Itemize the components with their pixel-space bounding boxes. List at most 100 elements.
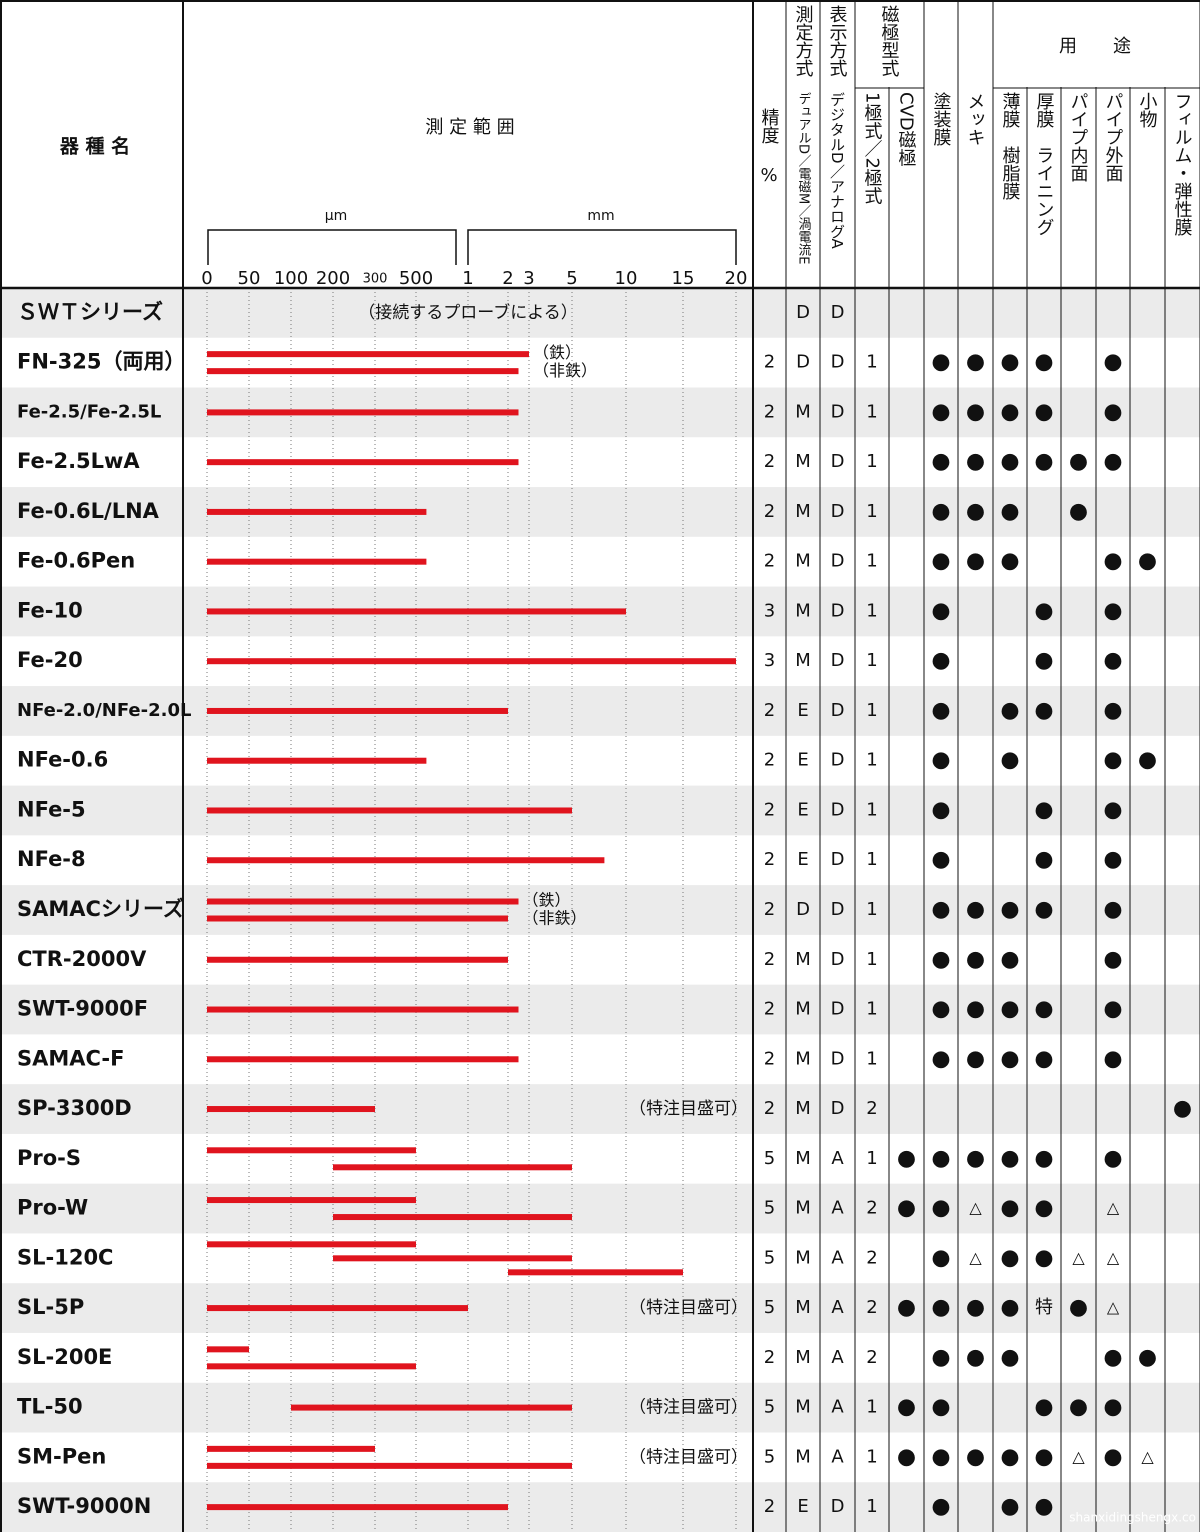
cell: ●: [966, 350, 985, 375]
cell: ●: [966, 1046, 985, 1071]
cell: ●: [1069, 1295, 1088, 1320]
cell: D: [831, 1496, 845, 1517]
cell: 1: [866, 600, 877, 621]
cell: D: [831, 899, 845, 920]
cell: D: [831, 750, 845, 771]
cell: 2: [764, 700, 775, 721]
cell: ●: [1103, 350, 1122, 375]
cell: ●: [1034, 449, 1053, 474]
cell: 2: [866, 1247, 877, 1268]
cell: ●: [1000, 1345, 1019, 1370]
cell: ●: [931, 797, 950, 822]
bar-label: （非鉄）: [523, 909, 587, 928]
cell: 特: [1035, 1297, 1053, 1318]
cell: E: [797, 799, 808, 820]
cell: ●: [1034, 350, 1053, 375]
row-shade: [0, 288, 1200, 338]
cell: M: [795, 650, 811, 671]
cell: ●: [931, 499, 950, 524]
cell: M: [795, 1148, 811, 1169]
cell: M: [795, 401, 811, 422]
cell: D: [831, 650, 845, 671]
model-name: Fe-0.6L/LNA: [17, 499, 160, 523]
cell: 2: [764, 401, 775, 422]
cell: ●: [1000, 350, 1019, 375]
cell: 2: [764, 1347, 775, 1368]
model-name: NFe-5: [17, 797, 86, 821]
range-bar: [207, 1147, 416, 1154]
range-bar: [207, 1056, 519, 1063]
model-name: CTR-2000V: [17, 947, 147, 971]
range-bar: [508, 1269, 683, 1276]
cell: A: [831, 1347, 844, 1368]
cell: ●: [931, 449, 950, 474]
cell: D: [796, 899, 810, 920]
mm-unit: mm: [587, 208, 614, 224]
range-bar: [207, 368, 519, 375]
cell: ●: [931, 350, 950, 375]
range-bar: [207, 1462, 572, 1469]
range-bar: [207, 956, 508, 963]
cell: ●: [966, 1345, 985, 1370]
precision-header: 精度: [759, 108, 780, 144]
cell: ●: [1000, 897, 1019, 922]
watermark: shanxidingshengx.co: [1069, 1511, 1196, 1525]
cell: 5: [764, 1198, 775, 1219]
cell: 3: [764, 600, 775, 621]
cell: 5: [764, 1397, 775, 1418]
cell: ●: [1173, 1096, 1192, 1121]
cell: M: [795, 501, 811, 522]
cell: ●: [1000, 1046, 1019, 1071]
cell: △: [1107, 1198, 1120, 1217]
cell: M: [795, 1198, 811, 1219]
range-bar: [207, 1106, 375, 1113]
range-bar: [207, 807, 572, 814]
cell: ●: [1103, 797, 1122, 822]
cell: ●: [1103, 549, 1122, 574]
cell: ●: [1069, 449, 1088, 474]
range-bar: [207, 459, 519, 466]
cell: ●: [1034, 997, 1053, 1022]
column-header: 表示方式: [827, 5, 848, 77]
cell: ●: [931, 1395, 950, 1420]
cell: 2: [764, 551, 775, 572]
note: （特注目盛可）: [629, 1099, 748, 1119]
cell: A: [831, 1297, 844, 1318]
range-bar: [207, 351, 529, 358]
cell: M: [795, 1098, 811, 1119]
tick-label: 300: [363, 272, 388, 287]
range-bar: [207, 1006, 519, 1013]
cell: ●: [1034, 897, 1053, 922]
range-bar: [333, 1255, 572, 1262]
column-header: デュアルD／電磁M／渦電流E: [796, 92, 812, 264]
row-shade: [0, 885, 1200, 935]
cell: D: [831, 999, 845, 1020]
column-header: パイプ外面: [1103, 92, 1124, 182]
model-name: Pro-S: [17, 1146, 81, 1170]
cell: ●: [1103, 1444, 1122, 1469]
cell: ●: [931, 997, 950, 1022]
range-bar: [207, 898, 519, 905]
cell: 2: [764, 451, 775, 472]
column-header: デジタルD／アナログA: [828, 92, 846, 250]
cell: 1: [866, 1048, 877, 1069]
model-name: SL-5P: [17, 1295, 84, 1319]
cell: ●: [1034, 1245, 1053, 1270]
cell: ●: [1103, 897, 1122, 922]
cell: 1: [866, 451, 877, 472]
cell: ●: [1034, 399, 1053, 424]
cell: D: [831, 1048, 845, 1069]
cell: M: [795, 999, 811, 1020]
column-header: 測定方式: [793, 5, 814, 77]
tick-label: 50: [238, 268, 261, 289]
cell: 1: [866, 551, 877, 572]
cell: 5: [764, 1297, 775, 1318]
cell: D: [796, 352, 810, 373]
bar-label: （非鉄）: [533, 361, 597, 380]
cell: 5: [764, 1446, 775, 1467]
column-header: パイプ内面: [1068, 92, 1089, 182]
cell: ●: [1103, 399, 1122, 424]
note: （特注目盛可）: [629, 1298, 748, 1318]
cell: ●: [931, 698, 950, 723]
